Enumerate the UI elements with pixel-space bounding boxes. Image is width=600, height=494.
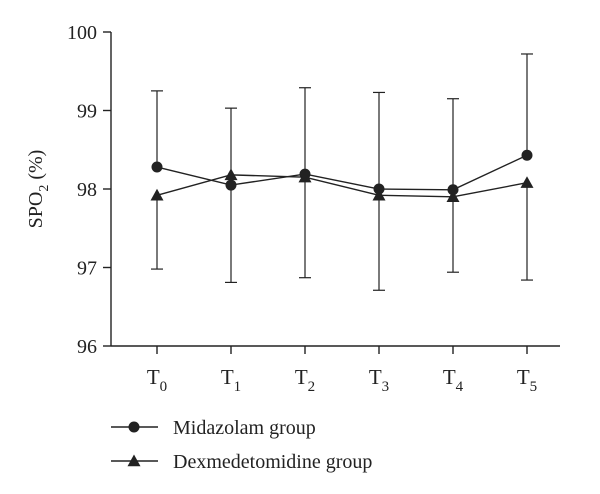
plot-area <box>150 53 534 291</box>
midazolam-point <box>521 149 533 161</box>
dexmedetomidine-point <box>224 168 238 181</box>
x-tick-label: T0 <box>147 365 167 395</box>
dexmedetomidine-point <box>446 190 460 203</box>
x-tick-label: T4 <box>443 365 464 395</box>
axes: 96 97 98 99 100 T0 T1 T2 T3 T4 T5 SPO2 (%) <box>25 22 560 395</box>
dexmedetomidine-point <box>298 170 312 183</box>
legend: Midazolam group Dexmedetomidine group <box>111 417 372 473</box>
y-tick-label: 97 <box>77 258 97 280</box>
legend-marker-midazolam <box>128 421 140 433</box>
x-tick-label: T2 <box>295 365 315 395</box>
midazolam-series-line <box>156 154 528 191</box>
y-axis-label: SPO2 (%) <box>25 150 52 229</box>
midazolam-point <box>151 161 163 173</box>
x-tick-label: T5 <box>517 365 537 395</box>
legend-label-midazolam: Midazolam group <box>173 417 316 439</box>
y-tick-label: 98 <box>77 179 97 201</box>
y-tick-label: 99 <box>77 101 97 123</box>
y-tick-label: 96 <box>77 336 97 358</box>
dexmedetomidine-series-line <box>156 174 528 198</box>
y-tick-label: 100 <box>67 22 97 44</box>
dexmedetomidine-point <box>372 188 386 201</box>
dexmedetomidine-point <box>520 176 534 188</box>
midazolam-point <box>447 184 459 196</box>
x-tick-label: T1 <box>221 365 241 395</box>
legend-marker-dexmedetomidine <box>127 454 141 467</box>
x-tick-label: T3 <box>369 365 389 395</box>
legend-label-dexmedetomidine: Dexmedetomidine group <box>173 451 372 473</box>
dexmedetomidine-point <box>150 188 164 201</box>
